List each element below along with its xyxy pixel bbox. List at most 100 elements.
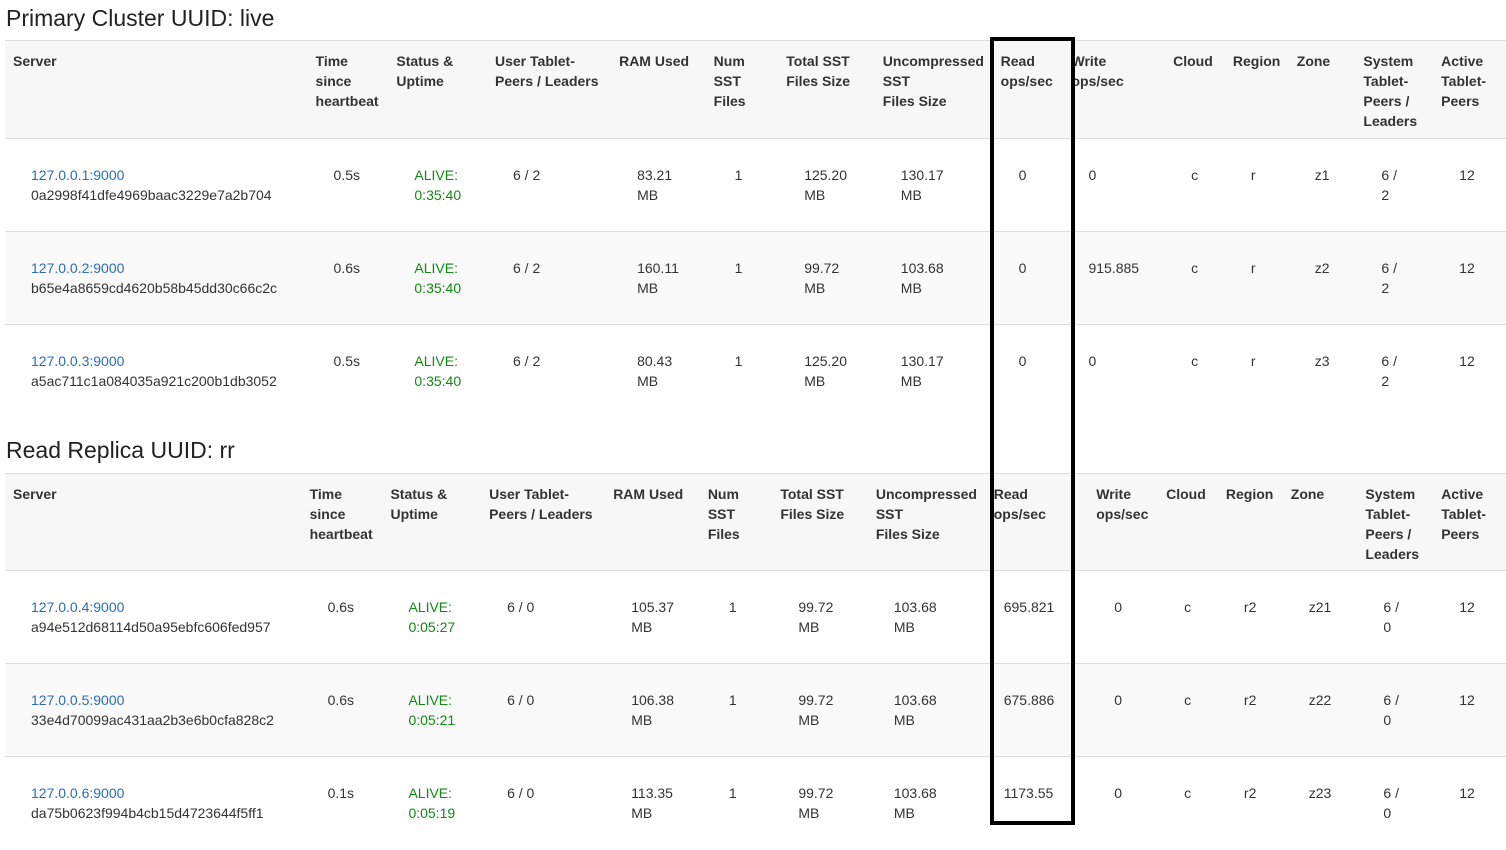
system-tablet-cell: 6 /0: [1357, 663, 1434, 757]
server-link[interactable]: 127.0.0.2:9000: [31, 260, 125, 276]
active-tablet-cell: 12: [1433, 663, 1506, 757]
write-ops-cell: 0: [1063, 138, 1166, 232]
table-row: 127.0.0.4:9000 a94e512d68114d50a95ebfc606…: [5, 570, 1506, 664]
user-tablet-cell: 6 / 2: [487, 231, 612, 325]
ram-cell: 106.38 MB: [605, 663, 700, 757]
ram-cell: 113.35 MB: [631, 785, 673, 821]
region-cell: r2: [1217, 663, 1283, 757]
total-sst-cell: 99.72 MB: [798, 785, 834, 821]
heartbeat-cell: 0.6s: [307, 231, 389, 325]
total-sst-cell: 99.72 MB: [778, 231, 875, 325]
user-tablet-cell: 6 / 0: [481, 663, 606, 757]
col-header-sys: System Tablet- Peers / Leaders: [1355, 40, 1434, 139]
cloud-cell: c: [1165, 138, 1225, 232]
table-row: 127.0.0.2:9000 b65e4a8659cd4620b58b45dd30…: [5, 231, 1506, 325]
primary-tservers-table: Server Time since heartbeat Status & Uptime Us…: [5, 40, 1506, 418]
col-header-status: Status & Uptime: [388, 40, 487, 139]
write-ops-cell: 0: [1114, 785, 1123, 801]
server-cell: 127.0.0.2:9000 b65e4a8659cd4620b58b45dd30…: [5, 231, 308, 325]
region-cell: r2: [1243, 785, 1257, 801]
server-uuid: 0a2998f41dfe4969baac3229e7a2b704: [31, 187, 272, 203]
col-header-cloud: Cloud: [1158, 473, 1218, 571]
system-tablet-cell: 6 /0: [1383, 785, 1399, 821]
zone-cell: z3: [1314, 353, 1330, 369]
col-header-region: Region: [1217, 473, 1283, 571]
cloud-cell: c: [1165, 231, 1225, 325]
uncompressed-sst-cell: 130.17 MB: [900, 353, 944, 389]
col-header-cloud: Cloud: [1165, 40, 1225, 139]
write-ops-cell: 0: [1088, 353, 1097, 369]
total-sst-cell: 99.72 MB: [772, 570, 868, 664]
col-header-read: Read ops/sec: [985, 473, 1089, 571]
uncompressed-sst-cell: 103.68 MB: [874, 231, 993, 325]
active-tablet-cell: 12: [1433, 570, 1506, 664]
num-sst-cell: 1: [728, 785, 737, 801]
zone-cell: z21: [1282, 570, 1358, 664]
heartbeat-cell: 0.6s: [301, 663, 383, 757]
server-link[interactable]: 127.0.0.3:9000: [31, 353, 125, 369]
read-ops-cell: 0: [1018, 353, 1027, 369]
ram-cell: 160.11 MB: [611, 231, 706, 325]
num-sst-cell: 1: [705, 231, 779, 325]
col-header-sys: System Tablet- Peers / Leaders: [1357, 473, 1434, 571]
col-header-server: Server: [5, 40, 308, 139]
heartbeat-cell: 0.5s: [333, 353, 361, 369]
table-row: 127.0.0.5:9000 33e4d70099ac431aa2b3e6b0cf…: [5, 663, 1506, 757]
col-header-user: User Tablet- Peers / Leaders: [487, 40, 612, 139]
col-header-active: Active Tablet- Peers: [1433, 40, 1506, 139]
col-header-zone: Zone: [1282, 473, 1358, 571]
col-header-hb: Time since heartbeat: [307, 40, 389, 139]
read-ops-cell: 0: [992, 231, 1064, 325]
header-row: Server Time since heartbeat Status & Uptime Us…: [5, 473, 1506, 571]
read-ops-cell: 1173.55: [1003, 785, 1054, 801]
server-link[interactable]: 127.0.0.1:9000: [31, 167, 125, 183]
active-tablet-cell: 12: [1433, 138, 1506, 232]
zone-cell: z23: [1308, 785, 1332, 801]
status-cell: ALIVE: 0:05:19: [408, 785, 456, 821]
status-cell: ALIVE: 0:35:40: [388, 231, 487, 325]
ram-cell: 83.21 MB: [611, 138, 706, 232]
total-sst-cell: 125.20 MB: [804, 353, 848, 389]
cloud-cell: c: [1158, 570, 1218, 664]
region-cell: r: [1224, 138, 1289, 232]
replica-tservers-table: Server Time since heartbeat Status & Uptime Us…: [5, 473, 1506, 850]
server-link[interactable]: 127.0.0.5:9000: [31, 692, 125, 708]
user-tablet-cell: 6 / 0: [507, 785, 535, 801]
zone-cell: z2: [1288, 231, 1356, 325]
system-tablet-cell: 6 /2: [1355, 231, 1434, 325]
region-cell: r: [1250, 353, 1256, 369]
server-cell: 127.0.0.1:9000 0a2998f41dfe4969baac3229e7…: [5, 138, 308, 232]
primary-cluster-title: Primary Cluster UUID: live: [6, 5, 275, 31]
read-ops-cell: 675.886: [985, 663, 1089, 757]
col-header-total: Total SST Files Size: [772, 473, 868, 571]
active-tablet-cell: 12: [1433, 231, 1506, 325]
table-row: 127.0.0.6:9000 da75b0623f994b4cb15d472364…: [5, 757, 1506, 850]
cloud-cell: c: [1191, 353, 1199, 369]
region-cell: r: [1224, 231, 1289, 325]
server-uuid: 33e4d70099ac431aa2b3e6b0cfa828c2: [31, 712, 274, 728]
header-row: Server Time since heartbeat Status & Uptime Us…: [5, 40, 1506, 139]
server-link[interactable]: 127.0.0.6:9000: [31, 785, 125, 801]
heartbeat-cell: 0.1s: [327, 785, 355, 801]
status-cell: ALIVE: 0:35:40: [414, 353, 462, 389]
col-header-num: Num SST Files: [705, 40, 779, 139]
server-uuid: a5ac711c1a084035a921c200b1db3052: [31, 373, 277, 389]
ram-cell: 80.43 MB: [637, 353, 673, 389]
uncompressed-sst-cell: 130.17 MB: [874, 138, 993, 232]
read-ops-cell: 0: [992, 138, 1064, 232]
server-link[interactable]: 127.0.0.4:9000: [31, 599, 125, 615]
server-cell: 127.0.0.4:9000 a94e512d68114d50a95ebfc606…: [5, 570, 302, 664]
col-header-active: Active Tablet- Peers: [1433, 473, 1506, 571]
heartbeat-cell: 0.6s: [301, 570, 383, 664]
col-header-ram: RAM Used: [605, 473, 700, 571]
write-ops-cell: 0: [1088, 570, 1159, 664]
num-sst-cell: 1: [705, 138, 779, 232]
zone-cell: z22: [1282, 663, 1358, 757]
num-sst-cell: 1: [699, 663, 773, 757]
col-header-write: Write ops/sec: [1088, 473, 1159, 571]
read-ops-cell: 695.821: [985, 570, 1089, 664]
col-header-server: Server: [5, 473, 302, 571]
zone-cell: z1: [1288, 138, 1356, 232]
col-header-uncomp: Uncompressed SST Files Size: [867, 473, 986, 571]
total-sst-cell: 125.20 MB: [778, 138, 875, 232]
